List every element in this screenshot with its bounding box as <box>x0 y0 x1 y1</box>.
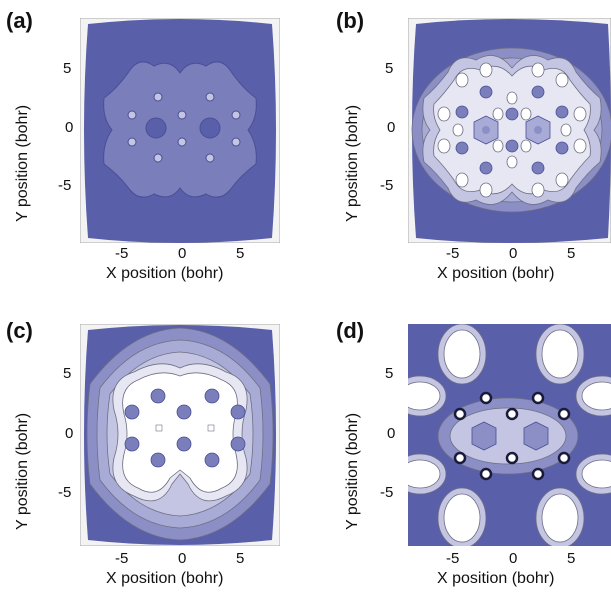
y-tick-m5-a: -5 <box>58 177 72 194</box>
x-tick-m5-b: -5 <box>446 245 460 262</box>
x-tick-0-d: 0 <box>509 550 518 567</box>
panel-label-b: (b) <box>336 8 365 33</box>
y-axis-label-a: Y position (bohr) <box>14 104 31 222</box>
x-axis-label-c: X position (bohr) <box>106 570 224 587</box>
x-tick-m5-a: -5 <box>115 245 129 262</box>
x-axis-label-b: X position (bohr) <box>437 265 555 282</box>
y-axis-label-c: Y position (bohr) <box>14 412 31 530</box>
x-tick-0-c: 0 <box>178 550 187 567</box>
contour-plot-a <box>80 18 280 243</box>
y-axis-label-d: Y position (bohr) <box>344 412 361 530</box>
y-axis-label-b: Y position (bohr) <box>344 104 361 222</box>
y-tick-0-d: 0 <box>387 425 396 442</box>
x-tick-0-a: 0 <box>178 245 187 262</box>
x-axis-label-a: X position (bohr) <box>106 265 224 282</box>
panel-label-c: (c) <box>6 318 33 343</box>
y-tick-m5-b: -5 <box>380 177 394 194</box>
x-tick-5-a: 5 <box>236 245 245 262</box>
y-tick-0-b: 0 <box>387 119 396 136</box>
panel-label-a: (a) <box>6 8 33 33</box>
x-tick-5-c: 5 <box>236 550 245 567</box>
x-tick-m5-d: -5 <box>446 550 460 567</box>
contour-plot-d <box>408 324 611 546</box>
x-axis-label-d: X position (bohr) <box>437 570 555 587</box>
y-tick-m5-c: -5 <box>58 484 72 501</box>
x-tick-m5-c: -5 <box>115 550 129 567</box>
panel-label-d: (d) <box>336 318 365 343</box>
y-tick-m5-d: -5 <box>380 484 394 501</box>
x-tick-5-b: 5 <box>567 245 576 262</box>
contour-plot-c <box>80 324 280 546</box>
y-tick-5-b: 5 <box>385 60 394 77</box>
x-tick-0-b: 0 <box>509 245 518 262</box>
y-tick-0-a: 0 <box>65 119 74 136</box>
y-tick-5-a: 5 <box>63 60 72 77</box>
y-tick-0-c: 0 <box>65 425 74 442</box>
y-tick-5-c: 5 <box>63 365 72 382</box>
y-tick-5-d: 5 <box>385 365 394 382</box>
x-tick-5-d: 5 <box>567 550 576 567</box>
contour-plot-b <box>408 18 611 243</box>
